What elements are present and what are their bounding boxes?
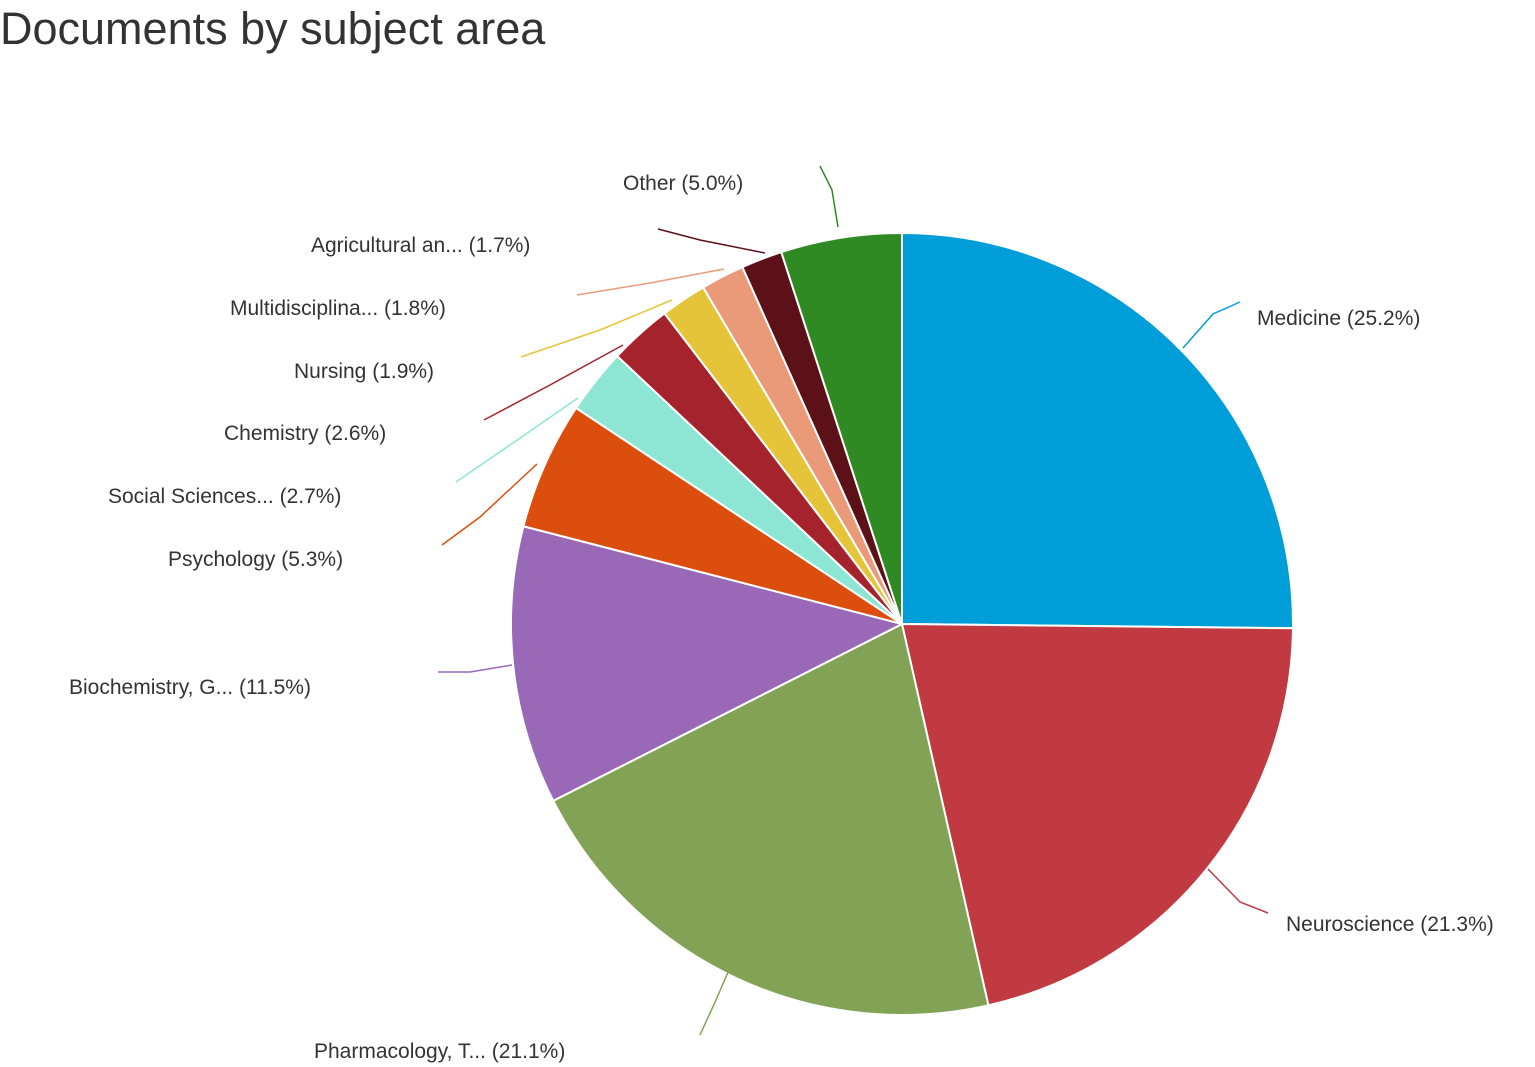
- leader-line-5: [441, 463, 538, 546]
- slice-label-11: Other (5.0%): [623, 172, 743, 195]
- leader-line-7: [483, 344, 624, 421]
- slice-label-10: Agricultural an... (1.7%): [311, 234, 530, 257]
- slice-label-9: Multidisciplina... (1.8%): [230, 297, 446, 320]
- leader-line-1: [1182, 301, 1241, 349]
- slice-label-6: Social Sciences... (2.7%): [108, 485, 341, 508]
- leader-line-8: [520, 299, 673, 358]
- slice-label-4: Biochemistry, G... (11.5%): [69, 676, 311, 699]
- slice-label-3: Pharmacology, T... (21.1%): [314, 1040, 565, 1063]
- leader-line-2: [1207, 868, 1269, 914]
- slice-label-7: Chemistry (2.6%): [224, 422, 386, 445]
- pie-slice-3[interactable]: [551, 622, 990, 1016]
- pie-slice-4[interactable]: [510, 525, 905, 803]
- slice-label-1: Medicine (25.2%): [1257, 307, 1420, 330]
- slice-label-5: Psychology (5.3%): [168, 548, 343, 571]
- pie-slice-1[interactable]: [901, 231, 1294, 630]
- pie-slice-11[interactable]: [780, 231, 903, 625]
- leader-line-11: [819, 165, 839, 228]
- leader-line-6: [455, 397, 579, 483]
- leader-line-4: [438, 664, 513, 673]
- chart-title: Documents by subject area: [0, 3, 546, 54]
- leader-line-9: [576, 268, 725, 296]
- slice-label-8: Nursing (1.9%): [294, 360, 434, 383]
- leader-line-10: [657, 228, 766, 254]
- slice-label-2: Neuroscience (21.3%): [1286, 913, 1494, 936]
- pie-slice-2[interactable]: [900, 622, 1294, 1007]
- leader-line-3: [699, 948, 739, 1036]
